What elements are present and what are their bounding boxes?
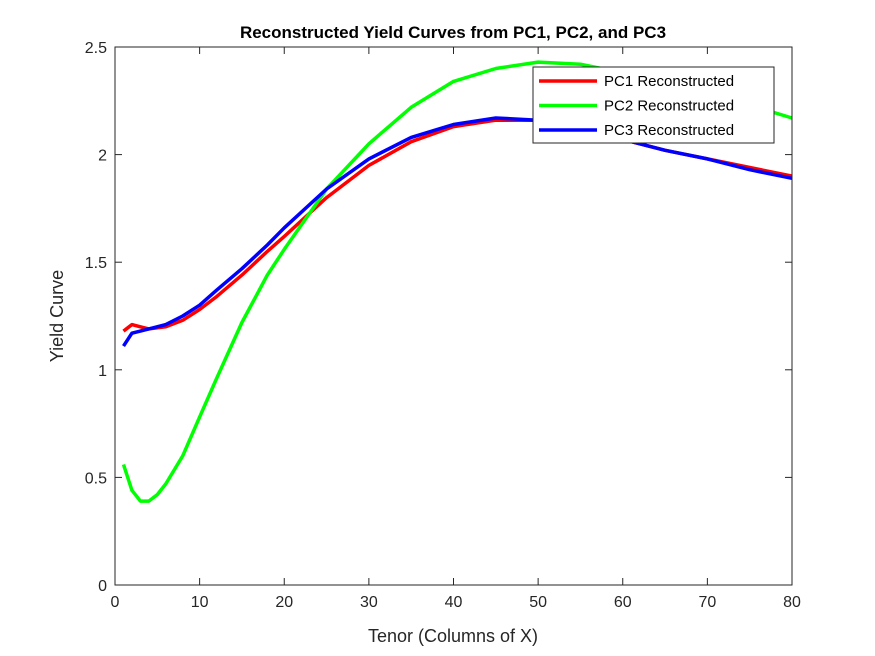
x-tick-label: 40 bbox=[445, 594, 463, 611]
legend-label-pc1: PC1 Reconstructed bbox=[604, 73, 734, 90]
x-tick-label: 70 bbox=[698, 594, 716, 611]
ticks-layer: 0 10 20 30 40 50 60 70 80 0 0.5 1 1.5 2 2.5 bbox=[85, 40, 801, 611]
x-tick-label: 30 bbox=[360, 594, 378, 611]
legend-label-pc3: PC3 Reconstructed bbox=[604, 122, 734, 139]
y-tick-label: 2.5 bbox=[85, 40, 107, 57]
y-tick-label: 1.5 bbox=[85, 255, 107, 272]
x-tick-label: 20 bbox=[275, 594, 293, 611]
y-tick-label: 1 bbox=[98, 363, 107, 380]
y-tick-label: 0 bbox=[98, 578, 107, 595]
legend-label-pc2: PC2 Reconstructed bbox=[604, 98, 734, 115]
x-tick-label: 60 bbox=[614, 594, 632, 611]
chart-title: Reconstructed Yield Curves from PC1, PC2… bbox=[240, 23, 666, 42]
y-tick-label: 2 bbox=[98, 148, 107, 165]
x-tick-label: 50 bbox=[529, 594, 547, 611]
x-tick-label: 10 bbox=[191, 594, 209, 611]
legend: PC1 Reconstructed PC2 Reconstructed PC3 Re… bbox=[532, 66, 775, 144]
y-tick-label: 0.5 bbox=[85, 470, 107, 487]
x-axis-label: Tenor (Columns of X) bbox=[368, 626, 538, 646]
y-axis-label: Yield Curve bbox=[47, 270, 67, 362]
x-tick-label: 80 bbox=[783, 594, 801, 611]
x-tick-label: 0 bbox=[111, 594, 120, 611]
